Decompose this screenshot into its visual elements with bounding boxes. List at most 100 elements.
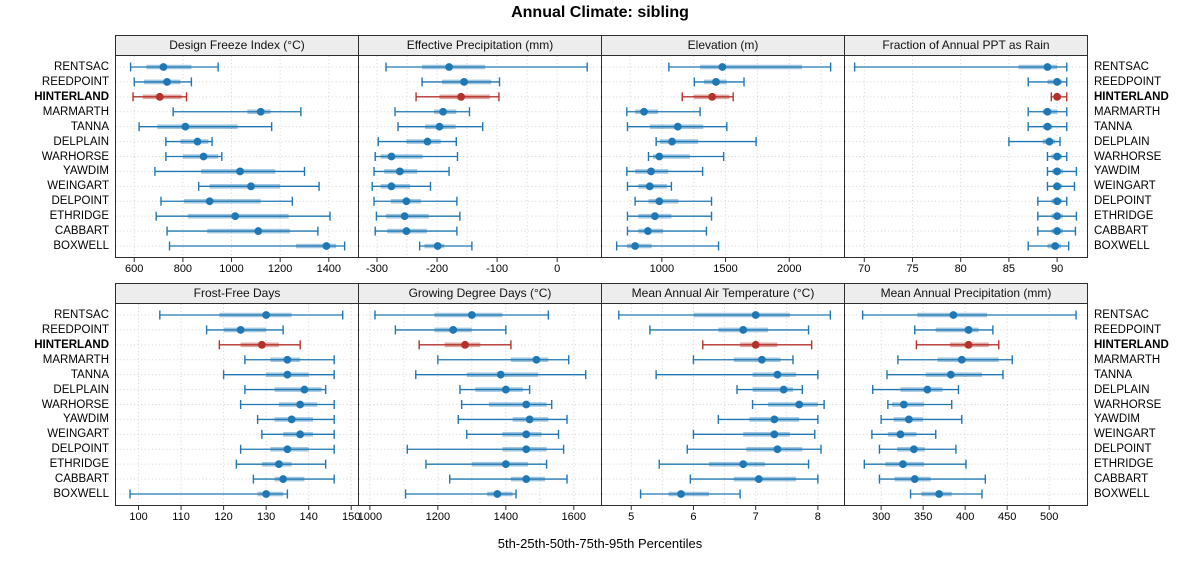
axis-tick-label: 2000	[776, 263, 802, 275]
percentile-row-tanna	[222, 370, 335, 380]
percentile-row-ethridge	[375, 211, 461, 221]
percentile-row-yawdim	[880, 414, 963, 424]
percentile-row-cabbart	[252, 474, 335, 484]
panel-plot-growing-degree-days-c	[358, 303, 602, 510]
percentile-row-ethridge	[626, 211, 713, 221]
percentile-row-tanna	[626, 122, 728, 132]
percentile-row-weingart	[261, 429, 335, 439]
percentile-row-rentsac	[853, 62, 1068, 72]
panel-strip-mean-annual-precipitation-mm: Mean Annual Precipitation (mm)	[844, 283, 1088, 304]
percentile-row-ethridge	[658, 459, 810, 469]
percentile-row-delpoint	[160, 196, 294, 206]
percentile-row-marmarth	[692, 355, 794, 365]
percentile-row-marmarth	[1027, 107, 1068, 117]
axis-ticks	[863, 257, 1058, 262]
station-label-right-tanna: TANNA	[1094, 120, 1133, 133]
panel-plot-fraction-of-annual-ppt-as-rain	[844, 55, 1088, 262]
percentile-row-marmarth	[897, 355, 1013, 365]
station-label-left-boxwell: BOXWELL	[53, 488, 109, 500]
percentile-row-marmarth	[437, 355, 570, 365]
panel-canvas-elevation-m	[602, 56, 844, 262]
station-label-right-yawdim: YAWDIM	[1094, 165, 1140, 178]
percentile-row-yawdim	[626, 166, 704, 176]
station-label-left-delpoint: DELPOINT	[51, 443, 109, 456]
percentile-row-marmarth	[244, 355, 335, 365]
axis-tick-label: 1400	[493, 511, 519, 523]
station-label-left-rentsac: RENTSAC	[54, 61, 109, 73]
percentile-row-cabbart	[878, 474, 987, 484]
station-label-left-hinterland: HINTERLAND	[34, 90, 109, 103]
percentile-row-delplain	[655, 137, 757, 147]
percentile-row-reedpoint	[421, 77, 501, 87]
percentile-row-delplain	[736, 385, 804, 395]
panel-plot-frost-free-days	[115, 303, 359, 510]
percentile-row-delpoint	[239, 444, 335, 454]
axis-tick-label: 85	[1002, 263, 1016, 275]
axis-tick-label: 1000	[219, 263, 244, 275]
axis-tick-label: 500	[1040, 511, 1059, 523]
axis-ticks	[661, 257, 790, 262]
percentile-row-reedpoint	[394, 325, 507, 335]
percentile-row-warhorse	[460, 400, 553, 409]
panel-strip-design-freeze-index-c: Design Freeze Index (°C)	[115, 35, 359, 56]
station-label-left-weingart: WEINGART	[47, 180, 109, 193]
axis-tick-label: 75	[906, 263, 919, 275]
percentile-row-warhorse	[165, 152, 223, 161]
axis-tick-label: 1500	[713, 263, 738, 275]
percentile-row-warhorse	[239, 400, 335, 409]
percentile-row-hinterland	[915, 340, 1000, 350]
percentile-row-delplain	[459, 385, 531, 395]
axis-tick-label: 1000	[357, 511, 383, 523]
panel-plot-elevation-m	[601, 55, 845, 262]
percentile-row-delpoint	[878, 444, 957, 454]
panel-strip-elevation-m: Elevation (m)	[601, 35, 845, 56]
panel-canvas-fraction-of-annual-ppt-as-rain	[845, 56, 1087, 262]
station-label-left-ethridge: ETHRIDGE	[49, 210, 109, 223]
percentile-row-weingart	[371, 181, 432, 191]
percentile-row-marmarth	[626, 107, 701, 117]
station-label-right-cabbart: CABBART	[1094, 473, 1149, 486]
station-label-left-rentsac: RENTSAC	[54, 309, 109, 321]
station-label-left-weingart: WEINGART	[47, 428, 109, 441]
station-label-right-warhorse: WARHORSE	[1094, 150, 1162, 163]
percentile-row-reedpoint	[133, 77, 193, 87]
panel-strip-frost-free-days: Frost-Free Days	[115, 283, 359, 304]
axis-tick-label: 70	[858, 263, 871, 275]
percentile-row-hinterland	[218, 340, 301, 350]
station-label-left-marmarth: MARMARTH	[42, 105, 109, 118]
axis-tick-label: 1200	[425, 511, 451, 523]
station-label-right-delpoint: DELPOINT	[1094, 443, 1152, 456]
percentile-row-warhorse	[1046, 152, 1068, 161]
percentile-row-delpoint	[1037, 196, 1068, 206]
panel-strip-effective-precipitation-mm: Effective Precipitation (mm)	[358, 35, 602, 56]
axis-tick-label: 0	[554, 263, 561, 275]
axis-tick-label: 5	[628, 511, 635, 523]
percentile-row-boxwell	[129, 489, 289, 499]
station-label-right-marmarth: MARMARTH	[1094, 353, 1161, 366]
panel-canvas-design-freeze-index-c	[116, 56, 358, 262]
station-label-left-tanna: TANNA	[70, 368, 109, 381]
percentile-row-hinterland	[418, 340, 512, 350]
percentile-row-boxwell	[404, 489, 517, 499]
percentile-row-ethridge	[1037, 211, 1078, 221]
axis-ticks	[880, 505, 1050, 510]
station-label-right-rentsac: RENTSAC	[1094, 309, 1149, 321]
percentile-row-rentsac	[861, 310, 1077, 320]
percentile-row-tanna	[1027, 122, 1068, 132]
percentile-row-cabbart	[166, 226, 319, 236]
axis-tick-label: 1600	[561, 511, 587, 523]
percentile-row-cabbart	[374, 226, 458, 236]
station-label-left-delplain: DELPLAIN	[53, 135, 109, 148]
station-label-right-ethridge: ETHRIDGE	[1094, 210, 1154, 223]
percentile-row-delpoint	[686, 444, 822, 454]
percentile-row-hinterland	[132, 92, 188, 102]
percentile-row-hinterland	[1050, 92, 1068, 102]
percentile-row-cabbart	[449, 474, 568, 484]
percentile-row-ethridge	[235, 459, 327, 469]
axis-tick-label: 80	[954, 263, 967, 275]
percentile-row-yawdim	[256, 414, 335, 424]
axis-tick-label: 800	[173, 263, 193, 275]
station-label-left-reedpoint: REEDPOINT	[41, 75, 109, 88]
axis-tick-label: 600	[125, 263, 144, 275]
